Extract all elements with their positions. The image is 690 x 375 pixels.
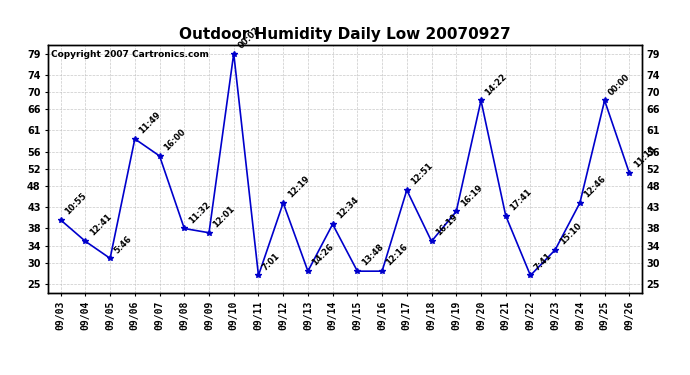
Text: 17:41: 17:41: [509, 187, 533, 212]
Text: 12:19: 12:19: [286, 174, 311, 200]
Text: 12:01: 12:01: [212, 204, 237, 230]
Text: 00:00: 00:00: [607, 72, 632, 97]
Text: 7:01: 7:01: [261, 251, 282, 272]
Text: 16:19: 16:19: [459, 183, 484, 208]
Text: 16:19: 16:19: [434, 213, 460, 238]
Title: Outdoor Humidity Daily Low 20070927: Outdoor Humidity Daily Low 20070927: [179, 27, 511, 42]
Text: 12:16: 12:16: [384, 242, 410, 268]
Text: 12:34: 12:34: [335, 195, 360, 221]
Text: 11:49: 11:49: [137, 110, 163, 135]
Text: 00:02: 00:02: [236, 25, 262, 50]
Text: 11:13: 11:13: [632, 144, 657, 170]
Text: 12:41: 12:41: [88, 213, 113, 238]
Text: 5:46: 5:46: [112, 234, 134, 255]
Text: 14:22: 14:22: [484, 72, 509, 97]
Text: 14:26: 14:26: [310, 242, 336, 268]
Text: 16:00: 16:00: [162, 128, 187, 153]
Text: 7:41: 7:41: [533, 251, 554, 272]
Text: 12:51: 12:51: [409, 161, 435, 187]
Text: 13:48: 13:48: [360, 243, 385, 268]
Text: 10:55: 10:55: [63, 191, 88, 216]
Text: Copyright 2007 Cartronics.com: Copyright 2007 Cartronics.com: [51, 50, 209, 59]
Text: 11:32: 11:32: [187, 200, 212, 225]
Text: 12:46: 12:46: [582, 174, 608, 200]
Text: 15:10: 15:10: [558, 221, 583, 246]
